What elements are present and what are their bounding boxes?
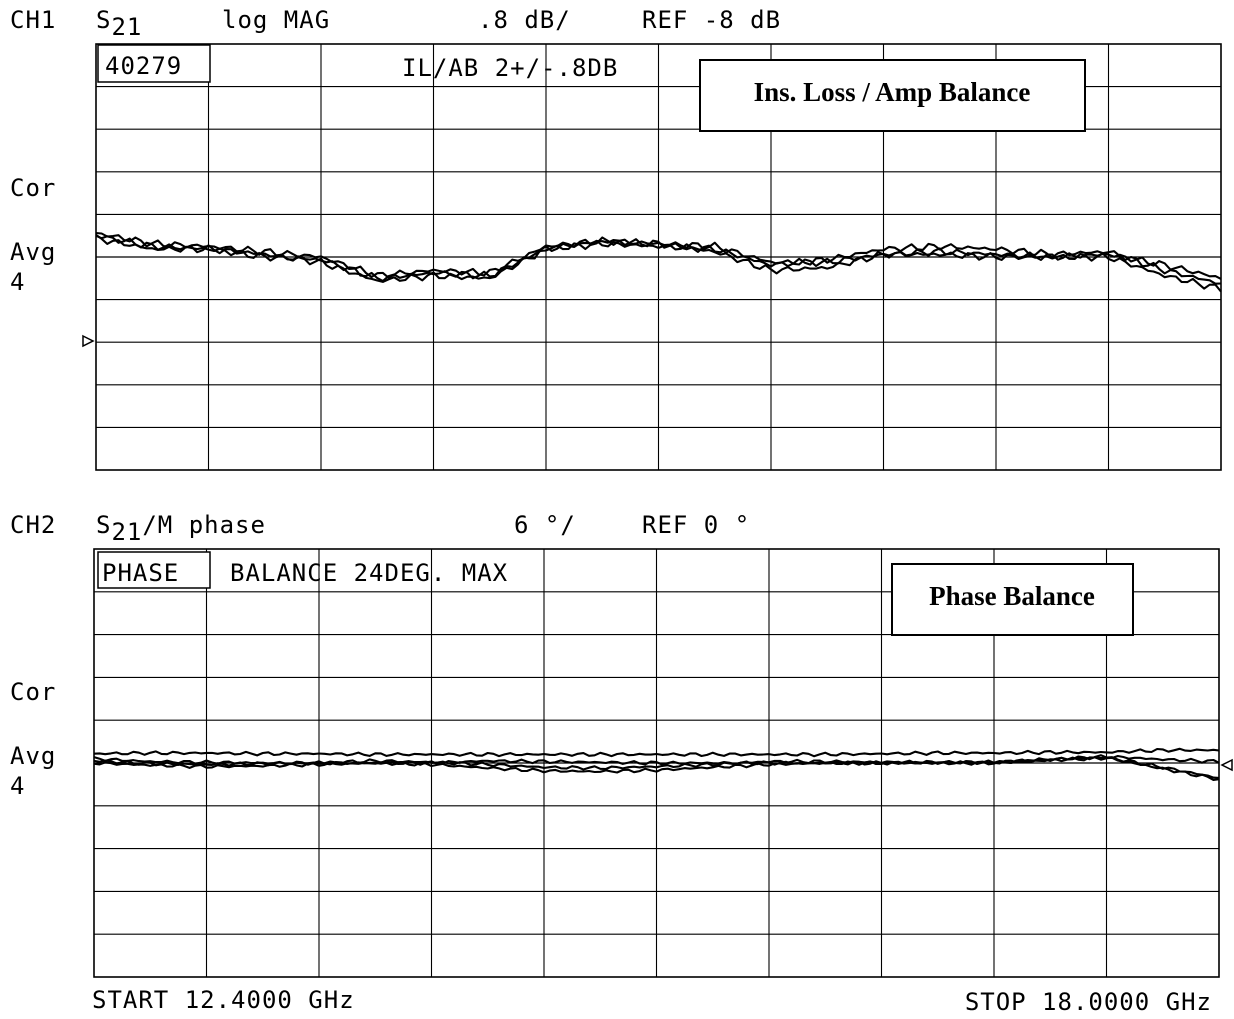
stop-frequency-label: STOP 18.0000 GHz [965,988,1212,1016]
ch1-format-label: log MAG [222,6,330,34]
ch1-marker-box [97,44,211,83]
ch1-avg-count: 4 [10,268,25,296]
ch1-cor-label: Cor [10,174,56,202]
ch2-avg-count: 4 [10,772,25,800]
ch2-channel-label: CH2 [10,511,56,539]
ch2-ref-marker-icon [1220,758,1233,772]
ch1-callout-text: Ins. Loss / Amp Balance [754,77,1031,107]
ch1-header: CH1 S21 log MAG .8 dB/ REF -8 dB [10,6,781,41]
ch2-scale-label: 6 °/ [514,511,576,539]
ch2-trace-4 [93,756,1220,781]
ch1-avg-label: Avg [10,238,56,266]
ch2-trace-1 [93,747,1220,758]
ch2-title-box [97,551,211,589]
start-frequency-label: START 12.4000 GHz [92,986,355,1014]
ch1-trace-3 [95,234,1222,285]
ch2-header: CH2 S21/M phase 6 °/ REF 0 ° [10,511,750,546]
ch1-callout-box [699,59,1086,132]
ch1-param-label: S21 [96,6,142,41]
ch2-cor-label: Cor [10,678,56,706]
ch2-traces [93,747,1220,781]
ch2-title-box-text: PHASE [102,559,179,587]
ch2-param-label: S21/M phase [96,511,266,546]
ch2-callout-text: Phase Balance [929,581,1095,611]
ch1-limit-text: IL/AB 2+/-.8DB [402,54,618,82]
ch1-marker-box-text: 40279 [105,52,182,80]
ch2-ref-label: REF 0 ° [642,511,750,539]
ch1-channel-label: CH1 [10,6,56,34]
ch2-title-text: BALANCE 24DEG. MAX [230,559,508,587]
ch1-ref-marker-icon [82,334,95,348]
ch1-traces [95,231,1222,293]
ch2-callout-box [891,563,1134,636]
ch1-ref-label: REF -8 dB [642,6,781,34]
ch1-scale-label: .8 dB/ [478,6,571,34]
ch2-avg-label: Avg [10,742,56,770]
